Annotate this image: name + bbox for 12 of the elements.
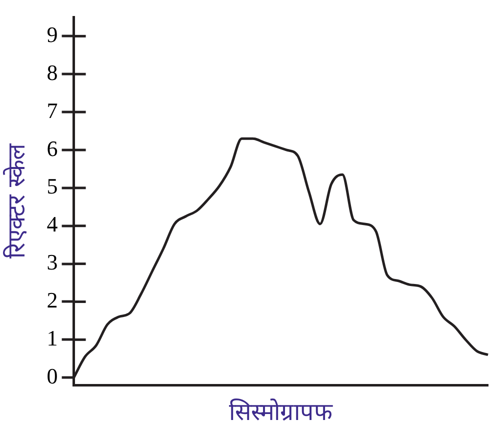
y-tick-label: 8 (46, 60, 58, 85)
y-tick-label: 1 (46, 325, 58, 350)
y-tick-label: 0 (46, 363, 58, 388)
y-tick-label: 5 (46, 174, 58, 199)
y-tick-label: 3 (46, 250, 58, 275)
y-tick-label: 9 (46, 22, 58, 47)
y-tick-label: 2 (46, 288, 58, 313)
y-axis-title: रिएक्टर स्केल (2, 142, 31, 259)
y-tick-label: 4 (46, 212, 58, 237)
x-axis-title: सिस्मोग्रापफ (228, 398, 333, 426)
y-tick-label: 6 (46, 136, 58, 161)
y-tick-label: 7 (46, 98, 58, 123)
